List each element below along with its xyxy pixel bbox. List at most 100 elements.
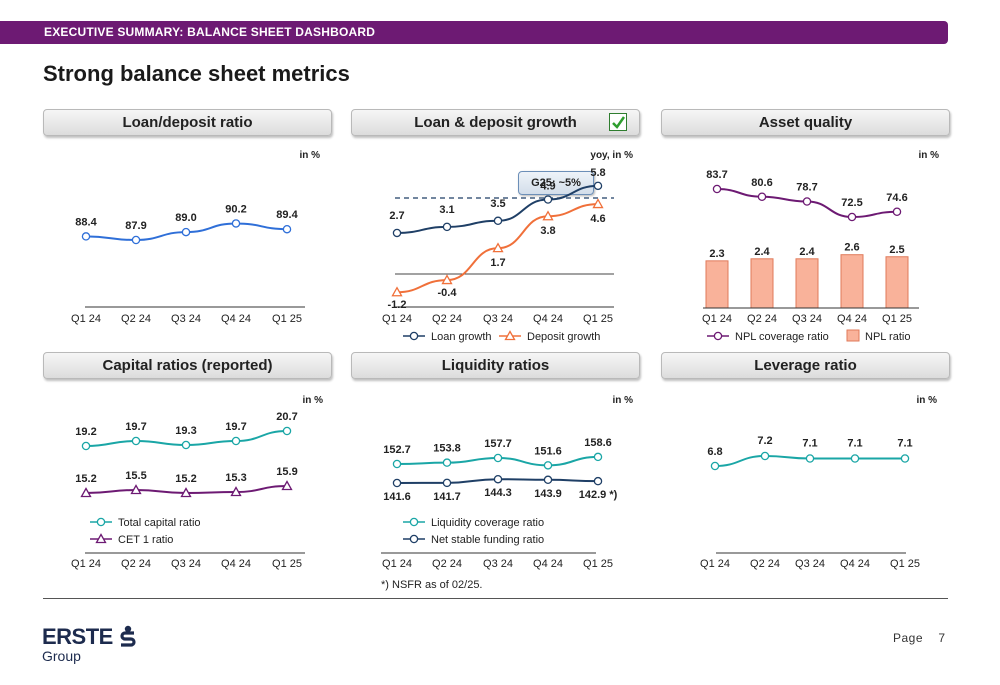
x-tick-label: Q3 24 bbox=[483, 558, 513, 570]
npl-coverage-point bbox=[757, 192, 767, 202]
legend-loan-growth-swatch-marker bbox=[409, 331, 419, 341]
net-stable-funding-point bbox=[392, 478, 402, 488]
x-tick-label: Q1 25 bbox=[272, 313, 302, 325]
loan-growth-data-label: 4.9 bbox=[540, 181, 555, 193]
x-tick-label: Q4 24 bbox=[533, 313, 563, 325]
deposit-growth-data-label: -1.2 bbox=[388, 299, 407, 311]
leverage-ratio-data-label: 7.2 bbox=[757, 435, 772, 447]
chart-capital-ratios: in % Q1 24 Q2 24 Q3 24 Q4 24 Q1 25 19.2 19.7 19.… bbox=[71, 395, 323, 570]
legend-nsfr-label: Net stable funding ratio bbox=[431, 534, 544, 546]
npl-coverage-point bbox=[847, 212, 857, 222]
liquidity-coverage-point bbox=[442, 458, 452, 467]
loan-deposit-ratio-data-label: 89.0 bbox=[175, 212, 196, 224]
total-capital-ratio-data-label: 19.7 bbox=[125, 421, 146, 433]
npl-coverage-point bbox=[712, 184, 722, 194]
x-tick-label: Q1 25 bbox=[890, 558, 920, 570]
npl-ratio-bar bbox=[885, 256, 909, 309]
npl-ratio-data-label: 2.5 bbox=[889, 244, 904, 256]
npl-coverage-data-label: 72.5 bbox=[841, 197, 862, 209]
liquidity-coverage-point bbox=[543, 461, 553, 470]
cet1-ratio-point bbox=[281, 480, 293, 491]
logo-group-text: Group bbox=[42, 648, 81, 664]
x-tick-label: Q1 25 bbox=[272, 558, 302, 570]
net-stable-funding-point bbox=[543, 475, 553, 485]
x-tick-label: Q3 24 bbox=[483, 313, 513, 325]
liquidity-coverage-data-label: 151.6 bbox=[534, 445, 562, 457]
unit-label: in % bbox=[916, 395, 937, 406]
cet1-ratio-data-label: 15.2 bbox=[175, 473, 196, 485]
npl-ratio-data-label: 2.4 bbox=[754, 246, 770, 258]
legend-cet1-swatch-marker bbox=[95, 533, 107, 544]
loan-growth-point bbox=[593, 181, 603, 191]
deposit-growth-data-label: 1.7 bbox=[490, 257, 505, 269]
leverage-ratio-point bbox=[760, 451, 770, 461]
loan-deposit-ratio-point bbox=[282, 224, 292, 234]
x-tick-label: Q1 24 bbox=[702, 313, 732, 325]
x-tick-label: Q4 24 bbox=[533, 558, 563, 570]
loan-growth-point bbox=[493, 216, 503, 226]
chart-leverage-ratio: in % Q1 24 Q2 24 Q3 24 Q4 24 Q1 25 6.8 7.2 7.1 7.… bbox=[700, 395, 937, 570]
npl-coverage-point bbox=[802, 197, 812, 206]
x-tick-label: Q2 24 bbox=[432, 558, 462, 570]
legend-deposit-growth-swatch-marker bbox=[504, 330, 516, 341]
legend-lcr-label: Liquidity coverage ratio bbox=[431, 517, 544, 529]
deposit-growth-data-label: -0.4 bbox=[438, 287, 458, 299]
liquidity-coverage-data-label: 152.7 bbox=[383, 444, 411, 456]
header-bar: EXECUTIVE SUMMARY: BALANCE SHEET DASHBOA… bbox=[0, 21, 948, 44]
guidance-badge: G25: ~5% bbox=[518, 171, 594, 195]
chart-loan-deposit-ratio: in % Q1 24 Q2 24 Q3 24 Q4 24 Q1 25 88.4 87.9 89.… bbox=[71, 150, 320, 325]
leverage-ratio-data-label: 6.8 bbox=[707, 446, 722, 458]
loan-deposit-ratio-point bbox=[81, 232, 91, 241]
x-tick-label: Q4 24 bbox=[221, 558, 251, 570]
x-tick-label: Q1 24 bbox=[71, 313, 101, 325]
total-capital-ratio-data-label: 20.7 bbox=[276, 411, 297, 423]
cet1-ratio-point bbox=[230, 486, 242, 497]
x-tick-label: Q2 24 bbox=[747, 313, 777, 325]
deposit-growth-data-label: 3.8 bbox=[540, 225, 555, 237]
header-bar-text: EXECUTIVE SUMMARY: BALANCE SHEET DASHBOA… bbox=[44, 25, 376, 39]
legend-npl-coverage-label: NPL coverage ratio bbox=[735, 331, 829, 343]
loan-growth-point bbox=[392, 228, 402, 238]
legend-cet1-label: CET 1 ratio bbox=[118, 534, 173, 546]
npl-ratio-data-label: 2.4 bbox=[799, 246, 815, 258]
loan-growth-data-label: 2.7 bbox=[389, 210, 404, 222]
legend-deposit-growth-label: Deposit growth bbox=[527, 331, 600, 343]
leverage-ratio-data-label: 7.1 bbox=[897, 438, 912, 450]
total-capital-ratio-data-label: 19.2 bbox=[75, 426, 96, 438]
leverage-ratio-data-label: 7.1 bbox=[847, 438, 862, 450]
erste-s-icon bbox=[120, 625, 136, 647]
loan-growth-data-label: 3.1 bbox=[439, 204, 454, 216]
legend-npl-coverage-swatch-marker bbox=[713, 331, 723, 341]
panel-title-text: Leverage ratio bbox=[754, 357, 857, 374]
npl-coverage-data-label: 74.6 bbox=[886, 192, 907, 204]
panel-title-text: Loan/deposit ratio bbox=[122, 114, 253, 131]
x-tick-label: Q2 24 bbox=[432, 313, 462, 325]
npl-ratio-bar bbox=[750, 258, 774, 309]
panel-title-asset-quality: Asset quality bbox=[661, 109, 950, 136]
total-capital-ratio-point bbox=[181, 440, 191, 450]
loan-deposit-ratio-point bbox=[231, 219, 241, 228]
panel-title-liquidity-ratios: Liquidity ratios bbox=[351, 352, 640, 379]
unit-label: in % bbox=[299, 150, 320, 161]
x-tick-label: Q3 24 bbox=[171, 558, 201, 570]
erste-logo: ERSTE Group bbox=[42, 624, 136, 664]
x-tick-label: Q4 24 bbox=[837, 313, 867, 325]
total-capital-ratio-point bbox=[81, 441, 91, 451]
loan-deposit-ratio-point bbox=[131, 235, 141, 245]
leverage-ratio-point bbox=[805, 454, 815, 463]
x-tick-label: Q3 24 bbox=[171, 313, 201, 325]
loan-deposit-ratio-point bbox=[181, 227, 191, 237]
unit-label: in % bbox=[918, 150, 939, 161]
panel-title-leverage-ratio: Leverage ratio bbox=[661, 352, 950, 379]
panel-title-loan-deposit-ratio: Loan/deposit ratio bbox=[43, 109, 332, 136]
cet1-ratio-point bbox=[80, 487, 92, 498]
liquidity-coverage-data-label: 158.6 bbox=[584, 437, 612, 449]
net-stable-funding-point bbox=[593, 476, 603, 486]
leverage-ratio-point bbox=[900, 454, 910, 463]
npl-coverage-data-label: 83.7 bbox=[706, 169, 727, 181]
legend-nsfr-swatch-marker bbox=[409, 534, 419, 544]
unit-label: in % bbox=[612, 395, 633, 406]
loan-growth-point bbox=[442, 222, 452, 232]
x-tick-label: Q1 25 bbox=[583, 313, 613, 325]
panel-title-text: Asset quality bbox=[758, 114, 853, 131]
